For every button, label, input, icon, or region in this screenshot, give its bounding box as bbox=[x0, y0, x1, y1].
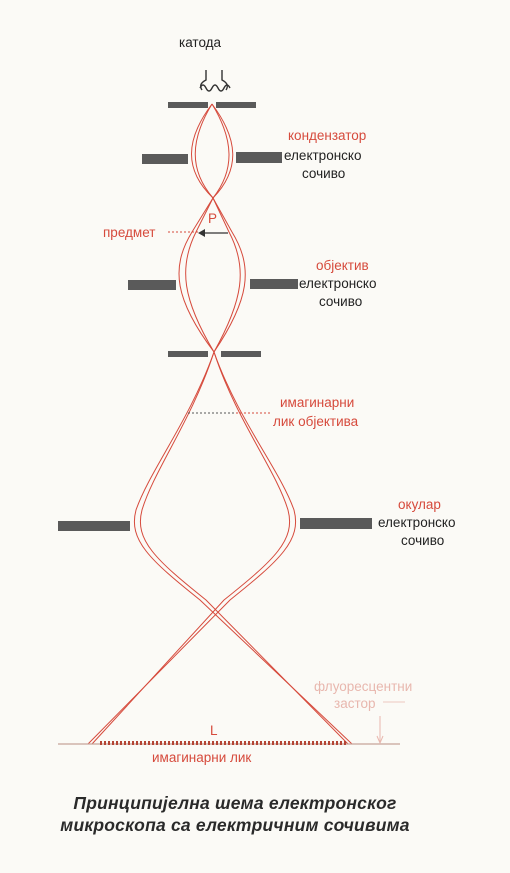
top-aperture-right bbox=[216, 102, 256, 108]
object-mark: P bbox=[208, 211, 217, 226]
condenser-sub1: електронско bbox=[284, 148, 361, 163]
condenser-sub2: сочиво bbox=[302, 166, 345, 181]
intermediate-image-label-1: имагинарни bbox=[280, 395, 354, 410]
figure-caption: Принципијелна шема електронског микроско… bbox=[0, 792, 470, 836]
cathode-filament-icon bbox=[199, 70, 231, 92]
condenser-lens-left bbox=[142, 154, 188, 164]
ocular-sub2: сочиво bbox=[401, 533, 444, 548]
middle-aperture-left bbox=[168, 351, 208, 357]
fluorescent-screen bbox=[58, 701, 405, 745]
ocular-lens-left bbox=[58, 521, 130, 531]
top-aperture-left bbox=[168, 102, 208, 108]
electron-rays bbox=[87, 103, 353, 745]
condenser-label: кондензатор bbox=[288, 128, 366, 143]
objective-lens-left bbox=[128, 280, 176, 290]
final-image-mark: L bbox=[210, 723, 218, 738]
object-arrow-icon bbox=[198, 229, 228, 237]
ocular-lens-right bbox=[300, 518, 372, 529]
middle-aperture-right bbox=[221, 351, 261, 357]
ocular-label: окулар bbox=[398, 497, 441, 512]
screen-label-1: флуоресцентни bbox=[314, 679, 412, 694]
object-label: предмет bbox=[103, 225, 155, 240]
aperture-plates bbox=[58, 102, 372, 531]
condenser-lens-right bbox=[236, 152, 282, 163]
cathode-label: катода bbox=[179, 35, 222, 50]
objective-sub1: електронско bbox=[299, 276, 376, 291]
caption-line-1: Принципијелна шема електронског bbox=[73, 793, 397, 813]
screen-label-2: застор bbox=[334, 696, 376, 711]
objective-label: објектив bbox=[316, 258, 369, 273]
objective-lens-right bbox=[250, 279, 298, 289]
ocular-sub1: електронско bbox=[378, 515, 455, 530]
caption-line-2: микроскопа са електричним сочивима bbox=[60, 815, 410, 835]
final-image-label: имагинарни лик bbox=[152, 750, 251, 765]
objective-sub2: сочиво bbox=[319, 294, 362, 309]
intermediate-image-label-2: лик објектива bbox=[273, 414, 359, 429]
